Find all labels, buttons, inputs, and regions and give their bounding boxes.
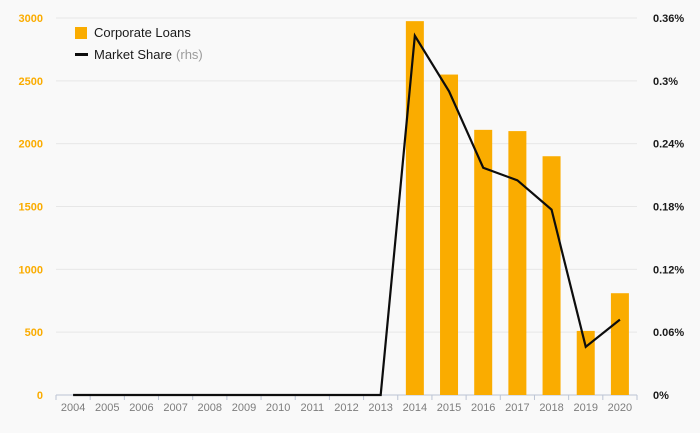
bar-2017 (508, 131, 527, 395)
legend-item-corporate-loans: Corporate Loans (75, 24, 203, 41)
legend-label-corporate-loans: Corporate Loans (94, 25, 191, 40)
legend-label-market-share: Market Share (94, 47, 173, 62)
x-axis-label-2013: 2013 (368, 402, 392, 414)
x-axis-label-2008: 2008 (198, 402, 222, 414)
left-axis-label-500: 500 (25, 327, 43, 339)
x-axis-label-2019: 2019 (573, 402, 597, 414)
bar-swatch-icon (75, 26, 87, 39)
bar-2018 (542, 156, 561, 395)
bar-2014 (405, 21, 424, 396)
right-axis-label-0.24%: 0.24% (653, 139, 684, 151)
x-axis-label-2012: 2012 (334, 402, 358, 414)
left-axis-label-2500: 2500 (19, 76, 43, 88)
x-axis-label-2010: 2010 (266, 402, 290, 414)
legend-item-market-share: Market Share (rhs) (75, 46, 203, 63)
x-axis-label-2014: 2014 (403, 402, 427, 414)
x-axis-label-2015: 2015 (437, 402, 461, 414)
x-axis-label-2004: 2004 (61, 402, 85, 414)
x-axis-label-2009: 2009 (232, 402, 256, 414)
bar-2015 (440, 74, 459, 396)
x-axis-label-2005: 2005 (95, 402, 119, 414)
x-axis-label-2018: 2018 (539, 402, 563, 414)
x-axis-label-2011: 2011 (300, 402, 324, 414)
bar-2020 (610, 293, 629, 395)
x-axis-label-2006: 2006 (129, 402, 153, 414)
right-axis-label-0.18%: 0.18% (653, 202, 684, 214)
x-axis-label-2020: 2020 (608, 402, 632, 414)
left-axis-label-1000: 1000 (19, 264, 43, 276)
line-swatch-icon (75, 53, 88, 56)
right-axis-label-0.12%: 0.12% (653, 264, 684, 276)
bar-2016 (474, 129, 493, 396)
left-axis-label-2000: 2000 (19, 139, 43, 151)
x-axis-label-2017: 2017 (505, 402, 529, 414)
right-axis-label-0%: 0% (653, 390, 669, 402)
right-axis-label-0.36%: 0.36% (653, 13, 684, 25)
left-axis-label-3000: 3000 (19, 13, 43, 25)
legend: Corporate Loans Market Share (rhs) (75, 24, 203, 63)
left-axis-label-0: 0 (37, 390, 43, 402)
market-share-line (73, 32, 621, 397)
legend-label-rhs-suffix: (rhs) (176, 47, 203, 62)
left-axis-label-1500: 1500 (19, 202, 43, 214)
x-axis-label-2007: 2007 (163, 402, 187, 414)
x-axis-label-2016: 2016 (471, 402, 495, 414)
right-axis-label-0.3%: 0.3% (653, 76, 678, 88)
bar-2019 (576, 330, 595, 395)
right-axis-label-0.06%: 0.06% (653, 327, 684, 339)
